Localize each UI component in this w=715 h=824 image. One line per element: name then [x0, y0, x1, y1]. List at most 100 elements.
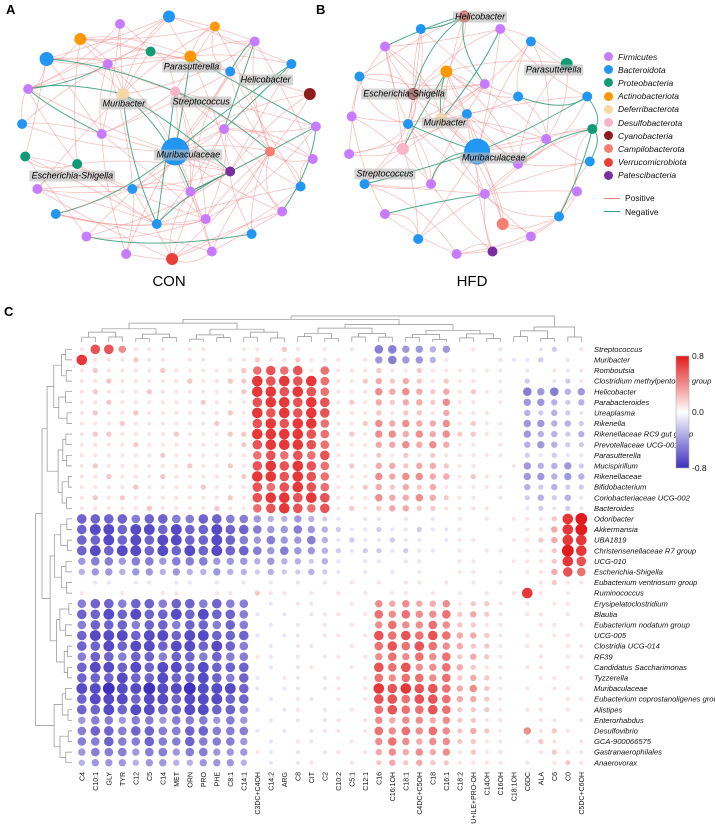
- positive-edge: [37, 185, 191, 192]
- bubble-cell: [565, 707, 570, 712]
- bubble-cell: [306, 471, 317, 482]
- bubble-cell: [199, 599, 208, 608]
- bubble-cell: [185, 662, 195, 673]
- bubble-cell: [279, 386, 290, 397]
- bubble-cell: [320, 450, 330, 461]
- bubble-cell: [457, 654, 463, 660]
- positive-edge: [517, 96, 588, 165]
- bubble-cell: [470, 601, 476, 607]
- bubble-cell: [307, 504, 316, 513]
- bubble-cell: [376, 526, 382, 533]
- bubble-cell: [417, 591, 421, 595]
- bubble-cell: [349, 389, 354, 394]
- bubble-cell: [471, 495, 476, 500]
- bubble-cell: [89, 630, 101, 641]
- bubble-cell: [484, 696, 490, 702]
- legend: Firmicutes Bacteroidota Proteobacteria Acti…: [604, 50, 714, 218]
- bubble-cell: [416, 526, 422, 533]
- bubble-cell: [415, 705, 424, 714]
- bubble-cell: [146, 389, 152, 395]
- bubble-cell: [160, 485, 165, 490]
- bubble-cell: [579, 644, 584, 649]
- bubble-cell: [265, 492, 277, 503]
- bubble-cell: [239, 630, 249, 641]
- bubble-cell: [457, 675, 463, 681]
- bubble-cell: [197, 608, 209, 620]
- bubble-cell: [255, 623, 259, 627]
- bubble-cell: [375, 737, 383, 746]
- bubble-cell: [174, 474, 179, 479]
- bubble-cell: [511, 463, 516, 468]
- bubble-cell: [309, 623, 313, 627]
- bubble-cell: [174, 485, 179, 490]
- bubble-cell: [388, 355, 397, 365]
- bubble-cell: [187, 485, 192, 490]
- bubble-cell: [198, 535, 209, 545]
- bubble-cell: [442, 716, 450, 724]
- bubble-cell: [158, 747, 168, 757]
- bubble-cell: [566, 676, 570, 680]
- bubble-cell: [565, 633, 570, 638]
- bubble-cell: [485, 538, 489, 542]
- bubble-cell: [375, 748, 382, 756]
- bubble-cell: [374, 641, 384, 651]
- bubble-cell: [309, 347, 313, 351]
- bubble-cell: [404, 570, 408, 574]
- bubble-cell: [292, 460, 304, 472]
- col-label: C2: [322, 772, 329, 781]
- row-label: Ruminococcus: [594, 589, 644, 598]
- bubble-cell: [561, 544, 574, 557]
- bubble-cell: [512, 411, 516, 415]
- bubble-cell: [79, 591, 84, 596]
- bubble-cell: [512, 634, 516, 637]
- bubble-cell: [79, 432, 84, 437]
- positive-edge: [24, 156, 87, 237]
- bubble-cell: [228, 389, 233, 394]
- row-label: Rikenellaceae: [594, 472, 642, 481]
- bubble-cell: [252, 461, 263, 471]
- bubble-cell: [130, 683, 142, 694]
- bubble-cell: [282, 728, 287, 733]
- bubble-cell: [400, 683, 412, 694]
- bubble-cell: [143, 682, 156, 695]
- bubble-cell: [403, 368, 408, 373]
- bubble-cell: [551, 346, 557, 352]
- bubble-cell: [146, 505, 152, 511]
- phylum-label: Actinobacteriota: [618, 91, 679, 102]
- network-node: [225, 166, 236, 177]
- network-node: [440, 65, 453, 78]
- bubble-cell: [403, 548, 409, 554]
- bubble-cell: [255, 686, 260, 691]
- bubble-cell: [512, 485, 516, 489]
- bubble-cell: [401, 662, 411, 673]
- bubble-cell: [539, 687, 543, 690]
- bubble-cell: [320, 397, 330, 408]
- positive-edge: [27, 88, 78, 165]
- bubble-cell: [160, 463, 165, 468]
- bubble-cell: [320, 440, 330, 449]
- bubble-cell: [552, 718, 557, 723]
- network-node: [184, 50, 197, 63]
- bubble-cell: [552, 591, 556, 595]
- positive-edge: [417, 193, 485, 240]
- network-node: [72, 159, 83, 169]
- node-label: Muribacter: [421, 117, 469, 129]
- bubble-cell: [227, 495, 233, 501]
- bubble-cell: [158, 524, 168, 535]
- bubble-cell: [120, 400, 125, 405]
- bubble-cell: [225, 641, 236, 651]
- bubble-cell: [336, 675, 341, 680]
- bubble-cell: [255, 718, 259, 722]
- bubble-cell: [538, 665, 543, 670]
- bubble-cell: [523, 430, 531, 438]
- bubble-cell: [498, 569, 503, 574]
- bubble-cell: [443, 495, 449, 501]
- bubble-cell: [239, 662, 249, 673]
- col-labels: C4 C10:1 GLY TYR C12 C5 C14 MET ORN PRO PHE C8:1 C14…: [79, 771, 586, 824]
- bubble-cell: [198, 726, 209, 736]
- bubble-cell: [444, 591, 448, 595]
- bubble-cell: [251, 471, 263, 482]
- bubble-cell: [241, 410, 246, 415]
- row-label: UCG-005: [594, 631, 627, 640]
- positive-edge: [229, 71, 271, 152]
